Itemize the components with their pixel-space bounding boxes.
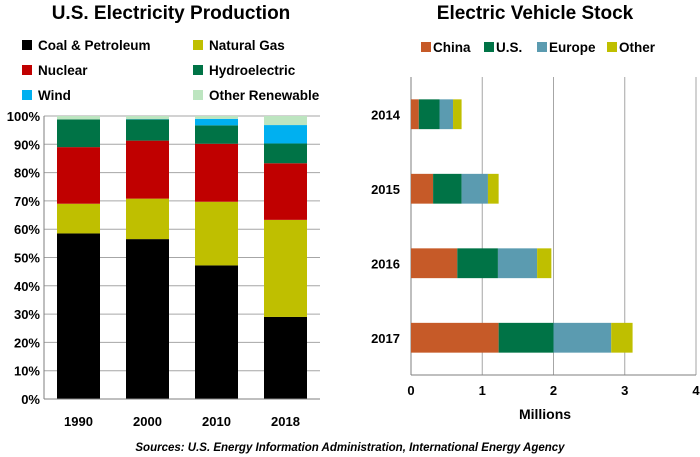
bar-1990-natural-gas — [57, 203, 100, 234]
y-tick-label-2016: 2016 — [371, 256, 400, 271]
y-tick-label-10: 10% — [14, 364, 40, 379]
y-tick-label-50: 50% — [14, 251, 40, 266]
legend-swatch-u-s — [484, 42, 494, 52]
legend-label-nuclear: Nuclear — [38, 63, 88, 78]
legend-swatch-europe — [537, 42, 547, 52]
bar-2010-coal-petroleum — [195, 265, 238, 399]
x-tick-label-0: 0 — [407, 383, 414, 398]
y-tick-label-20: 20% — [14, 335, 40, 350]
bar-1990-coal-petroleum — [57, 233, 100, 399]
x-tick-label-4: 4 — [692, 383, 700, 398]
bar-2017-china — [411, 322, 499, 353]
bar-2000-coal-petroleum — [126, 239, 169, 399]
y-tick-label-70: 70% — [14, 194, 40, 209]
y-tick-label-60: 60% — [14, 222, 40, 237]
y-tick-label-90: 90% — [14, 137, 40, 152]
y-tick-label-2014: 2014 — [371, 107, 401, 122]
bar-2000-hydroelectric — [126, 119, 169, 141]
bar-2016-europe — [497, 248, 538, 279]
x-tick-label-2000: 2000 — [133, 414, 162, 429]
bar-2018-nuclear — [264, 163, 307, 220]
left-chart-title: U.S. Electricity Production — [52, 3, 291, 24]
legend-label-wind: Wind — [38, 88, 71, 103]
bar-2014-europe — [439, 99, 454, 130]
bar-2017-other — [611, 322, 633, 353]
x-tick-label-2: 2 — [550, 383, 557, 398]
bar-2000-nuclear — [126, 140, 169, 199]
bar-2014-china — [411, 99, 419, 130]
legend-label-natural-gas: Natural Gas — [209, 38, 285, 53]
legend-label-other-renewable: Other Renewable — [209, 88, 320, 103]
ev-stock-chart: Electric Vehicle Stock China U.S. Europe Oth… — [371, 3, 700, 422]
legend-swatch-other — [607, 42, 617, 52]
legend-swatch-hydroelectric — [193, 65, 203, 75]
bar-2015-other — [487, 173, 499, 204]
bar-2017-u-s — [498, 322, 554, 353]
legend-swatch-coal-petroleum — [22, 40, 32, 50]
legend-label-china: China — [433, 40, 471, 55]
y-tick-label-40: 40% — [14, 279, 40, 294]
electricity-production-chart: U.S. Electricity Production Coal & Petrol… — [7, 3, 320, 429]
bar-2015-europe — [461, 173, 488, 204]
bar-2015-u-s — [433, 173, 462, 204]
legend-swatch-wind — [22, 90, 32, 100]
legend-swatch-other-renewable — [193, 90, 203, 100]
bar-2018-coal-petroleum — [264, 316, 307, 399]
legend-label-coal-petroleum: Coal & Petroleum — [38, 38, 151, 53]
x-tick-label-1: 1 — [479, 383, 486, 398]
legend-swatch-nuclear — [22, 65, 32, 75]
legend-label-other: Other — [619, 40, 656, 55]
bar-2010-other-renewable — [195, 116, 238, 119]
y-tick-label-80: 80% — [14, 166, 40, 181]
bar-1990-hydroelectric — [57, 119, 100, 148]
x-axis-title: Millions — [519, 406, 571, 422]
legend-label-u-s: U.S. — [496, 40, 522, 55]
source-note: Sources: U.S. Energy Information Adminis… — [135, 442, 565, 454]
legend-label-hydroelectric: Hydroelectric — [209, 63, 296, 78]
legend-label-europe: Europe — [549, 40, 596, 55]
bar-2010-nuclear — [195, 143, 238, 202]
bar-2016-other — [537, 248, 552, 279]
x-tick-label-2010: 2010 — [202, 414, 231, 429]
bar-2010-hydroelectric — [195, 125, 238, 144]
y-tick-label-0: 0% — [21, 392, 40, 407]
bar-2017-europe — [553, 322, 612, 353]
y-tick-label-2015: 2015 — [371, 182, 400, 197]
bar-2015-china — [411, 173, 434, 204]
x-tick-label-1990: 1990 — [64, 414, 93, 429]
bar-2016-u-s — [457, 248, 498, 279]
bar-2000-natural-gas — [126, 198, 169, 240]
bar-2014-other — [453, 99, 462, 130]
bar-2010-natural-gas — [195, 201, 238, 266]
bar-1990-nuclear — [57, 147, 100, 204]
bar-2018-wind — [264, 125, 307, 144]
right-chart-title: Electric Vehicle Stock — [437, 3, 634, 24]
bar-2000-other-renewable — [126, 116, 169, 120]
bar-2018-natural-gas — [264, 219, 307, 317]
y-tick-label-2017: 2017 — [371, 331, 400, 346]
bar-2018-hydroelectric — [264, 143, 307, 164]
bar-2016-china — [411, 248, 458, 279]
legend-swatch-natural-gas — [193, 40, 203, 50]
y-tick-label-30: 30% — [14, 307, 40, 322]
bar-2014-u-s — [418, 99, 440, 130]
bar-2018-other-renewable — [264, 116, 307, 126]
x-tick-label-3: 3 — [621, 383, 628, 398]
bar-1990-other-renewable — [57, 116, 100, 120]
x-tick-label-2018: 2018 — [271, 414, 300, 429]
y-tick-label-100: 100% — [7, 109, 41, 124]
legend-swatch-china — [421, 42, 431, 52]
bar-2010-wind — [195, 118, 238, 126]
